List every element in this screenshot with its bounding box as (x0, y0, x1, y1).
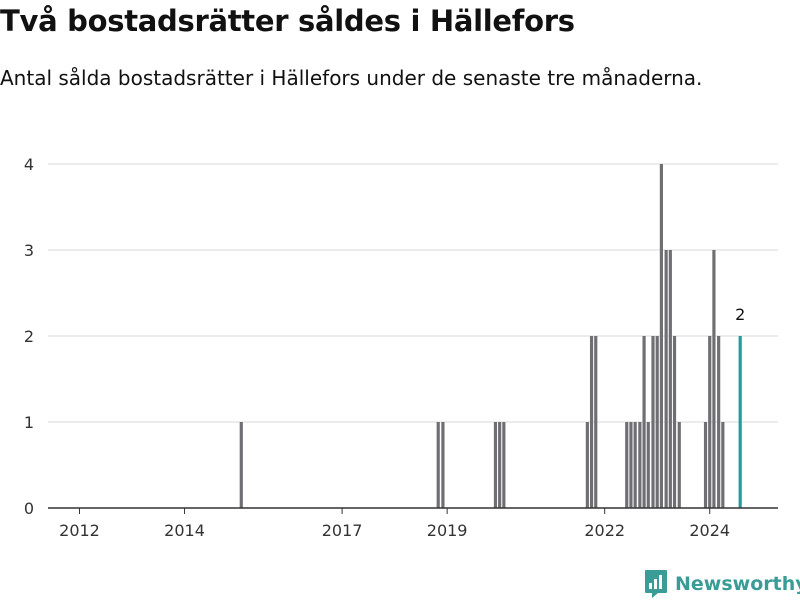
annotations: 2 (735, 305, 745, 324)
newsworthy-chart-logo-icon (645, 570, 667, 598)
bar-9 (625, 422, 629, 508)
bar-23 (703, 422, 708, 508)
bar-19 (668, 250, 672, 508)
bar-3 (493, 422, 498, 508)
bar-26 (717, 336, 721, 508)
bar-24 (708, 336, 712, 508)
y-tick-label-4: 4 (24, 155, 34, 174)
y-tick-label-2: 2 (24, 327, 34, 346)
chart-title: Två bostadsrätter såldes i Hällefors (0, 4, 575, 38)
bar-chart: 2012 2014 2017 2019 2022 2024 0 1 2 3 4 2 (24, 155, 778, 540)
bar-17 (659, 164, 663, 508)
bar-14 (646, 422, 650, 508)
y-tick-label-0: 0 (24, 499, 34, 518)
bar-10 (629, 422, 633, 508)
bar-20 (672, 336, 677, 508)
bar-13 (642, 336, 646, 508)
bar-2 (441, 422, 445, 508)
y-tick-label-3: 3 (24, 241, 34, 260)
bar-12 (638, 422, 642, 508)
y-axis: 0 1 2 3 4 (24, 155, 34, 518)
y-tick-label-1: 1 (24, 413, 34, 432)
x-tick-label-2019: 2019 (427, 521, 468, 540)
data-label-0: 2 (735, 305, 745, 324)
x-tick-label-2014: 2014 (164, 521, 205, 540)
bar-18 (664, 250, 668, 508)
bar-series (239, 164, 742, 508)
newsworthy-brand: Newsworthy (644, 568, 800, 600)
bar-16 (655, 336, 659, 508)
gridlines (48, 163, 778, 423)
bar-27 (721, 422, 725, 508)
bar-28 (738, 336, 742, 508)
brand-name: Newsworthy (675, 573, 800, 595)
bar-7 (589, 336, 594, 508)
bar-8 (594, 336, 598, 508)
bar-11 (633, 422, 637, 508)
bar-21 (677, 422, 681, 508)
x-tick-label-2012: 2012 (59, 521, 100, 540)
bar-25 (712, 250, 716, 508)
x-axis: 2012 2014 2017 2019 2022 2024 (48, 507, 778, 540)
bar-6 (585, 422, 589, 508)
bar-4 (498, 422, 502, 508)
x-tick-label-2022: 2022 (584, 521, 625, 540)
bar-0 (239, 422, 243, 508)
x-tick-label-2017: 2017 (322, 521, 363, 540)
chart-subtitle: Antal sålda bostadsrätter i Hällefors un… (0, 66, 703, 90)
bar-1 (436, 422, 440, 508)
x-tick-label-2024: 2024 (689, 521, 730, 540)
bar-15 (651, 336, 655, 508)
bar-5 (502, 422, 506, 508)
